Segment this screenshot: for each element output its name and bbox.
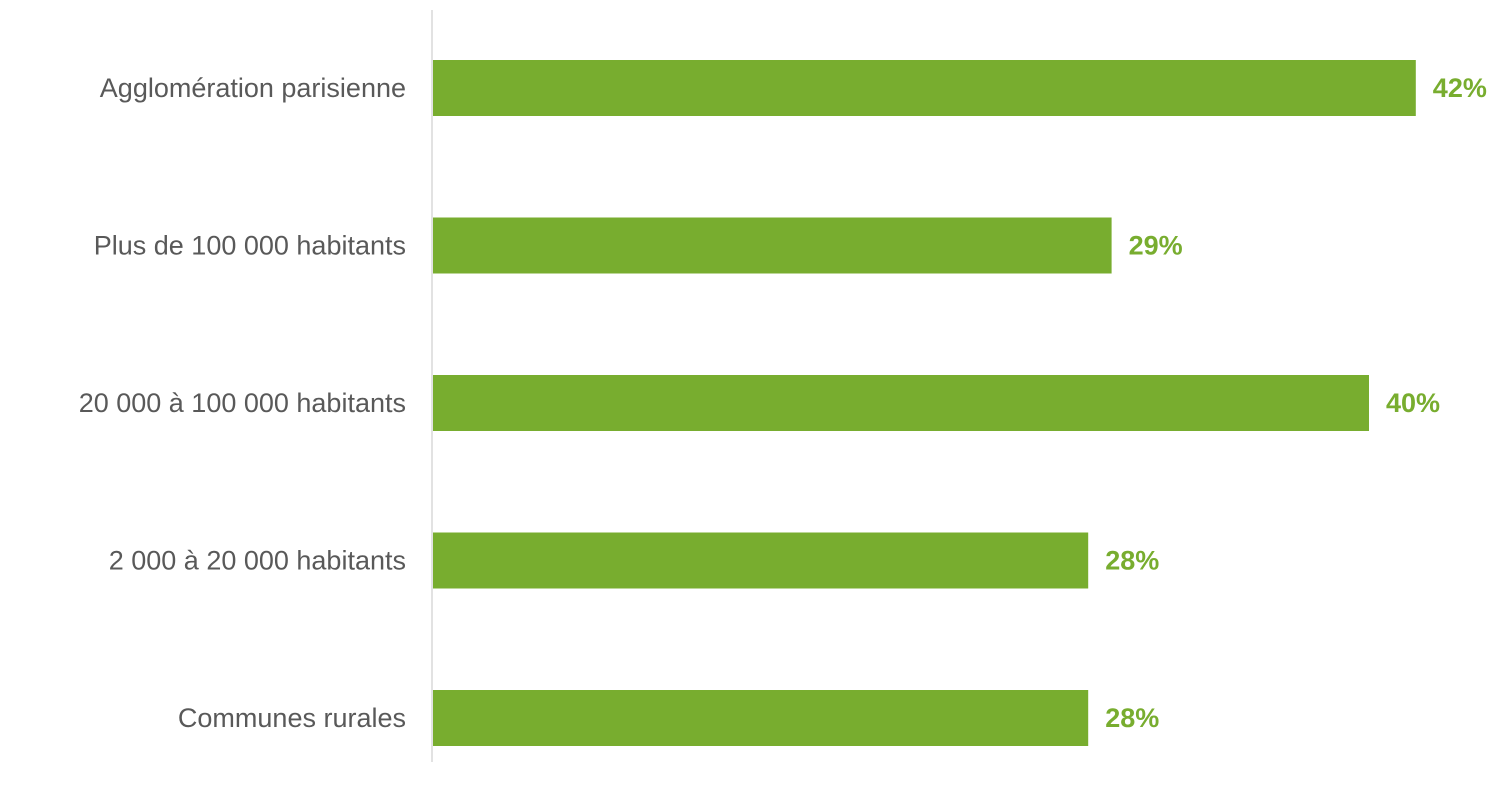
category-labels-group: Agglomération parisienne Plus de 100 000 … bbox=[79, 73, 406, 733]
data-label: 42% bbox=[1433, 73, 1487, 103]
bar bbox=[433, 60, 1416, 116]
data-label: 28% bbox=[1105, 546, 1159, 576]
category-label: 2 000 à 20 000 habitants bbox=[109, 546, 406, 576]
category-label: 20 000 à 100 000 habitants bbox=[79, 388, 406, 418]
bar bbox=[433, 532, 1089, 589]
category-label: Communes rurales bbox=[178, 703, 406, 733]
data-labels-group: 42% 29% 40% 28% 28% bbox=[1105, 73, 1487, 733]
bar bbox=[433, 690, 1089, 746]
category-label: Plus de 100 000 habitants bbox=[94, 231, 406, 261]
data-label: 28% bbox=[1105, 703, 1159, 733]
data-label: 40% bbox=[1386, 388, 1440, 418]
bar bbox=[433, 375, 1369, 431]
category-label: Agglomération parisienne bbox=[100, 73, 406, 103]
bars-group bbox=[433, 60, 1416, 746]
bar bbox=[433, 217, 1112, 274]
data-label: 29% bbox=[1129, 231, 1183, 261]
